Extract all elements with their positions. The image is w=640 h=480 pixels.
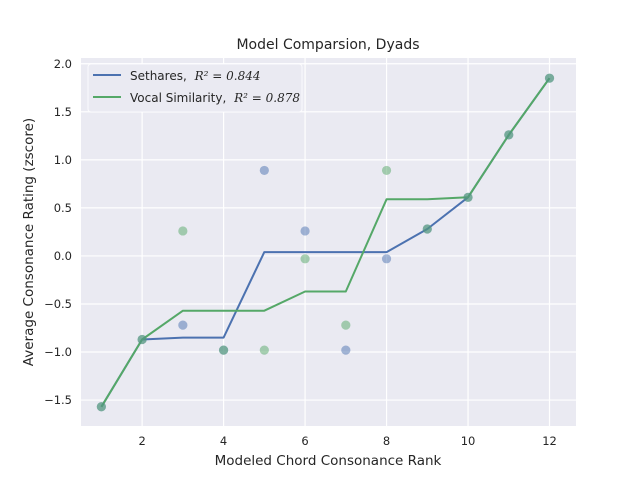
x-axis-label: Modeled Chord Consonance Rank	[215, 453, 442, 469]
y-tick-label: −1.5	[44, 393, 72, 407]
point-sethares	[341, 345, 351, 355]
point-vocal-similarity	[504, 130, 514, 140]
x-tick-label: 6	[301, 434, 308, 448]
y-tick-label: −1.0	[44, 345, 72, 359]
point-vocal-similarity	[341, 320, 351, 330]
legend-label-vocal-similarity: Vocal Similarity, R² = 0.878	[130, 91, 300, 105]
point-vocal-similarity	[544, 73, 555, 83]
x-tick-label: 10	[461, 434, 476, 448]
y-tick-label: 2.0	[54, 57, 72, 71]
y-tick-label: 0.5	[54, 201, 72, 215]
y-tick-label: 1.0	[54, 153, 72, 167]
legend: Sethares, R² = 0.844 Vocal Similarity, R…	[87, 63, 303, 113]
y-tick-label: 0.0	[54, 249, 72, 263]
legend-label-sethares: Sethares, R² = 0.844	[130, 69, 261, 83]
legend-name-vocal-similarity: Vocal Similarity,	[130, 91, 226, 105]
legend-box	[87, 63, 303, 113]
x-tick-label: 4	[220, 434, 227, 448]
legend-name-sethares: Sethares,	[130, 69, 187, 83]
legend-r2-sethares: R² = 0.844	[194, 69, 261, 83]
y-tick-label: 1.5	[54, 105, 72, 119]
y-tick-labels: −1.5 −1.0 −0.5 0.0 0.5 1.0 1.5 2.0	[44, 57, 72, 407]
point-vocal-similarity	[422, 224, 432, 234]
point-sethares	[381, 254, 392, 264]
x-tick-label: 12	[542, 434, 557, 448]
point-vocal-similarity	[259, 345, 269, 355]
x-tick-label: 2	[138, 434, 145, 448]
point-vocal-similarity	[381, 165, 392, 176]
line-vocal-similarity	[100, 77, 551, 408]
point-sethares	[178, 320, 188, 330]
series-points	[96, 73, 555, 412]
plot-background	[81, 58, 576, 426]
series-lines	[100, 77, 551, 408]
point-sethares	[259, 165, 269, 176]
chart-title: Model Comparsion, Dyads	[236, 37, 419, 53]
legend-r2-vocal-similarity: R² = 0.878	[233, 91, 300, 105]
point-vocal-similarity	[218, 345, 229, 355]
y-tick-label: −0.5	[44, 297, 72, 311]
point-vocal-similarity	[463, 192, 473, 202]
grid	[81, 58, 576, 426]
y-axis-label: Average Consonance Rating (zscore)	[21, 118, 37, 366]
point-vocal-similarity	[137, 334, 147, 345]
point-vocal-similarity	[300, 254, 310, 264]
point-sethares	[300, 226, 310, 236]
x-tick-label: 8	[383, 434, 390, 448]
point-vocal-similarity	[178, 226, 188, 236]
point-vocal-similarity	[96, 402, 106, 412]
x-tick-labels: 2 4 6 8 10 12	[138, 434, 556, 448]
